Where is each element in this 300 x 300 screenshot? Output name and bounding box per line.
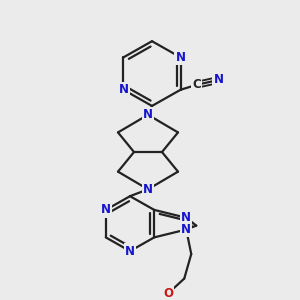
Text: N: N [118,83,128,96]
Text: N: N [125,244,135,258]
Text: N: N [143,183,153,196]
Text: N: N [176,51,186,64]
Text: N: N [101,203,111,216]
Text: N: N [181,223,191,236]
Text: N: N [181,211,191,224]
Text: N: N [143,108,153,121]
Text: N: N [214,74,224,86]
Text: O: O [163,287,173,300]
Text: C: C [192,78,201,91]
